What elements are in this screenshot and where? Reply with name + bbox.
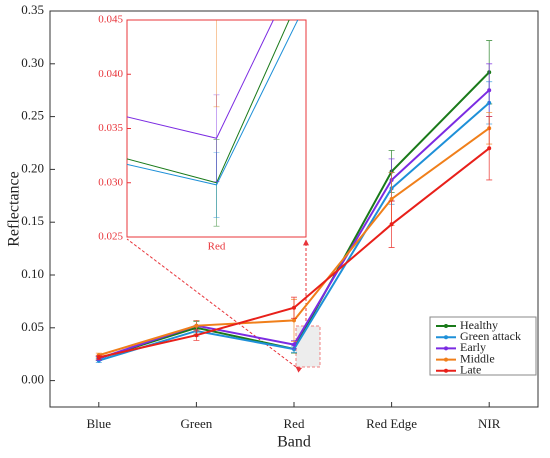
- x-tick-label: Red: [284, 416, 305, 431]
- point: [194, 323, 199, 328]
- y-axis-label: Reflectance: [6, 171, 23, 247]
- inset-y-tick-label: 0.025: [98, 231, 123, 243]
- point: [292, 342, 296, 347]
- main-plot: 0.00 0.05 0.10 0.15 0.20 0.25 0.30 0.35 Blue Gree…: [21, 2, 500, 431]
- inset-x-tick-label: Red: [208, 241, 226, 253]
- x-axis-label: Band: [277, 434, 311, 451]
- inset-error-bar: [213, 20, 220, 108]
- legend-label: Late: [460, 363, 481, 377]
- point: [389, 196, 394, 201]
- legend-marker: [444, 346, 448, 351]
- point: [292, 318, 296, 323]
- legend-marker: [444, 335, 448, 340]
- x-tick-label: Red Edge: [366, 416, 417, 431]
- legend-label: Middle: [460, 351, 495, 365]
- x-tick-label: NIR: [478, 416, 501, 431]
- point: [487, 88, 492, 93]
- y-tick-label: 0.05: [21, 319, 44, 334]
- y-tick-label: 0.30: [21, 55, 44, 70]
- point: [487, 146, 492, 151]
- zoom-arrow: [126, 238, 303, 373]
- legend-marker: [444, 368, 448, 373]
- y-tick-label: 0.35: [21, 2, 44, 17]
- x-tick-label: Blue: [87, 416, 112, 431]
- y-tick-label: 0.25: [21, 108, 44, 123]
- legend-label: Healthy: [460, 318, 498, 332]
- point: [96, 355, 101, 360]
- point: [292, 305, 296, 310]
- inset-y-tick-label: 0.045: [98, 14, 123, 26]
- inset-y-tick-label: 0.030: [98, 176, 123, 188]
- legend-marker: [444, 357, 448, 362]
- legend-label: Green attack: [460, 329, 521, 343]
- legend-label: Early: [460, 340, 486, 354]
- inset-y-tick-label: 0.040: [98, 68, 123, 80]
- inset-y-tick-label: 0.035: [98, 122, 123, 134]
- point: [389, 222, 394, 227]
- y-tick-label: 0.15: [21, 213, 44, 228]
- inset-plot: 0.025 0.030 0.035 0.040 0.045 Red: [98, 14, 299, 253]
- zoom-region: [295, 325, 321, 368]
- y-tick-label: 0.20: [21, 160, 44, 175]
- legend-marker: [444, 324, 448, 328]
- inset-lines: [127, 20, 299, 227]
- y-tick-label: 0.00: [21, 372, 44, 387]
- point: [194, 333, 199, 338]
- y-tick-label: 0.10: [21, 266, 44, 281]
- x-tick-label: Green: [181, 416, 213, 431]
